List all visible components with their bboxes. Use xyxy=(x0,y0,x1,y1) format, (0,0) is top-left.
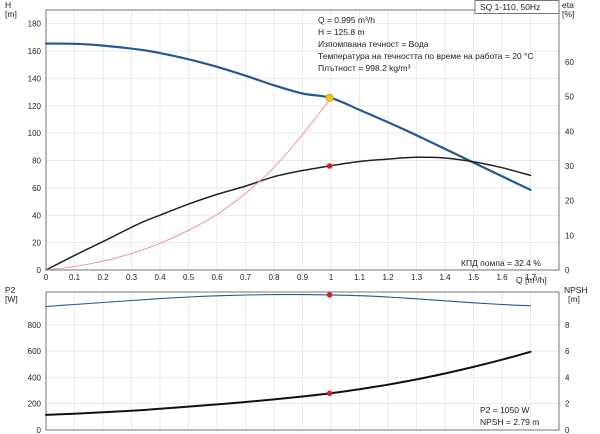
bottom-right-axis-label: NPSH xyxy=(564,285,588,295)
top-plot-frame xyxy=(45,9,560,271)
top-markers xyxy=(325,93,334,169)
left-tick-label: 200 xyxy=(28,400,42,409)
left-tick-label: 20 xyxy=(32,239,41,248)
left-tick-label: 180 xyxy=(28,20,42,29)
bottom-left-ticks: 0 200 400 600 800 xyxy=(28,321,42,434)
info-line-flow: Q = 0.995 m³/h xyxy=(318,15,375,25)
left-tick-label: 80 xyxy=(32,157,41,166)
top-series xyxy=(44,42,532,271)
bottom-plot-frame xyxy=(45,291,560,431)
bottom-series xyxy=(45,294,532,416)
x-tick-label: 1.1 xyxy=(354,273,366,282)
bottom-left-axis-label: P2 xyxy=(5,285,16,295)
bottom-grid xyxy=(45,292,559,431)
info-line-power: P2 = 1050 W xyxy=(480,405,529,415)
x-tick-label: 0.5 xyxy=(183,273,195,282)
left-tick-label: 160 xyxy=(28,47,42,56)
top-x-ticks: 0 0.1 0.2 0.3 0.4 0.5 0.6 0.7 0.8 0.9 1 1.1 1.2 1.3 1.… xyxy=(44,273,537,282)
right-tick-label: 4 xyxy=(565,373,570,382)
bottom-right-axis-unit: [m] xyxy=(568,294,580,304)
series-head xyxy=(44,42,532,191)
top-left-axis-unit: [m] xyxy=(5,9,17,19)
top-left-axis-label: H xyxy=(5,0,11,10)
bottom-markers xyxy=(326,292,333,397)
series-system-curve xyxy=(45,97,332,271)
x-tick-label: 0.6 xyxy=(211,273,223,282)
right-tick-label: 30 xyxy=(565,162,574,171)
x-tick-label: 0.2 xyxy=(97,273,109,282)
operating-point-marker xyxy=(326,390,333,397)
right-tick-label: 0 xyxy=(565,266,570,275)
left-tick-label: 140 xyxy=(28,74,42,83)
left-tick-label: 40 xyxy=(32,211,41,220)
top-left-ticks: 0 20 40 60 80 100 120 140 160 180 xyxy=(28,20,42,275)
left-tick-label: 0 xyxy=(37,266,42,275)
right-tick-label: 50 xyxy=(565,93,574,102)
info-line-head: H = 125.8 m xyxy=(318,27,365,37)
operating-point-marker xyxy=(325,93,334,102)
left-tick-label: 120 xyxy=(28,102,42,111)
series-efficiency xyxy=(45,156,532,271)
right-tick-label: 2 xyxy=(565,400,570,409)
right-tick-label: 40 xyxy=(565,127,574,136)
x-tick-label: 1 xyxy=(329,273,334,282)
operating-point-marker xyxy=(326,292,333,298)
x-tick-label: 0 xyxy=(44,273,49,282)
x-tick-label: 1.4 xyxy=(439,273,451,282)
x-tick-label: 0.7 xyxy=(240,273,252,282)
operating-point-marker xyxy=(326,163,333,169)
right-tick-label: 20 xyxy=(565,197,574,206)
x-tick-label: 0.8 xyxy=(268,273,280,282)
left-tick-label: 60 xyxy=(32,184,41,193)
x-tick-label: 0.4 xyxy=(154,273,166,282)
top-title-frame xyxy=(474,0,560,14)
info-line-npsh: NPSH = 2.79 m xyxy=(480,417,539,427)
right-tick-label: 0 xyxy=(565,426,570,434)
right-tick-label: 60 xyxy=(565,58,574,67)
top-info-block: Q = 0.995 m³/h H = 125.8 m Изпомпвана те… xyxy=(318,15,541,268)
right-tick-label: 8 xyxy=(565,321,570,330)
bottom-left-axis-unit: [W] xyxy=(5,294,18,304)
info-line-temperature: Температура на течността по време на раб… xyxy=(318,51,534,61)
top-x-axis-label: Q [m³/h] xyxy=(516,275,547,285)
left-tick-label: 400 xyxy=(28,373,42,382)
x-tick-label: 1.6 xyxy=(496,273,508,282)
top-right-ticks: 0 10 20 30 40 50 60 xyxy=(565,58,574,275)
efficiency-note: КПД помпа = 32.4 % xyxy=(461,258,541,268)
x-tick-label: 1.7 xyxy=(525,273,537,282)
info-line-density: Плътност = 998.2 kg/m³ xyxy=(318,63,411,73)
x-tick-label: 1.5 xyxy=(468,273,480,282)
top-right-axis-label: eta xyxy=(562,0,574,10)
left-tick-label: 800 xyxy=(28,321,42,330)
x-tick-label: 1.2 xyxy=(382,273,394,282)
bottom-right-ticks: 0 2 4 6 8 xyxy=(565,321,570,434)
x-tick-label: 0.9 xyxy=(297,273,309,282)
top-grid xyxy=(45,10,559,271)
series-npsh xyxy=(45,350,532,416)
top-title-box: SQ 1-110, 50Hz xyxy=(474,0,560,14)
series-power xyxy=(45,294,532,308)
top-right-axis-unit: [%] xyxy=(562,9,574,19)
right-tick-label: 10 xyxy=(565,231,574,240)
left-tick-label: 100 xyxy=(28,129,42,138)
top-chart-title: SQ 1-110, 50Hz xyxy=(480,2,540,12)
x-tick-label: 0.3 xyxy=(126,273,138,282)
bottom-info-block: P2 = 1050 W NPSH = 2.79 m xyxy=(480,405,539,427)
right-tick-label: 6 xyxy=(565,347,570,356)
info-line-liquid: Изпомпвана течност = Вода xyxy=(318,39,429,49)
left-tick-label: 0 xyxy=(37,426,42,434)
x-tick-label: 0.1 xyxy=(69,273,81,282)
x-tick-label: 1.3 xyxy=(411,273,423,282)
left-tick-label: 600 xyxy=(28,347,42,356)
